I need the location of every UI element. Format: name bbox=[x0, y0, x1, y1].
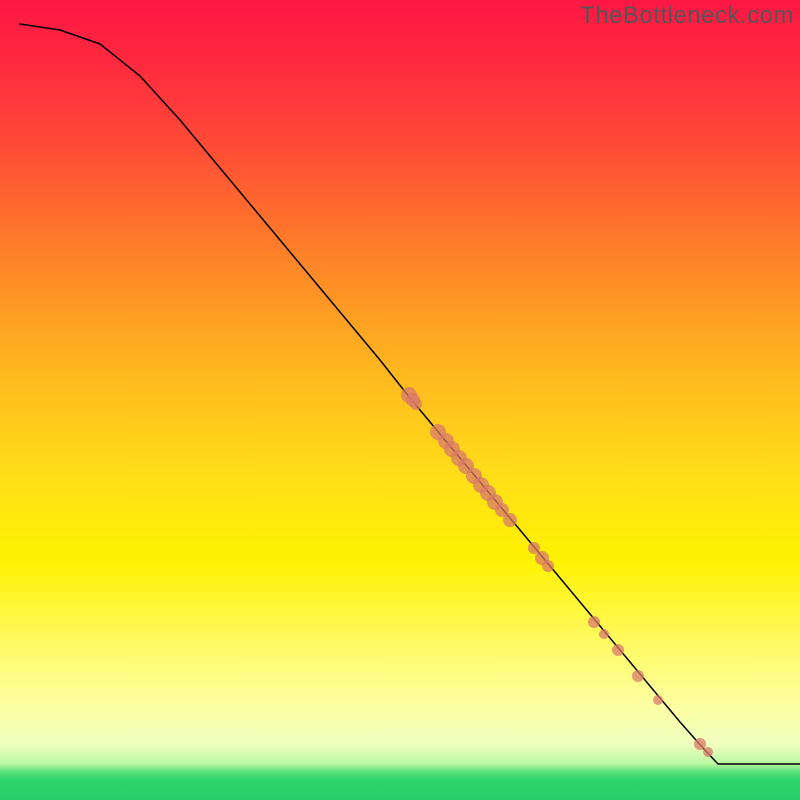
scatter-point bbox=[588, 616, 600, 628]
scatter-point bbox=[703, 747, 713, 757]
scatter-point bbox=[410, 398, 422, 410]
chart-svg bbox=[0, 0, 800, 800]
scatter-point bbox=[612, 644, 624, 656]
scatter-point bbox=[542, 560, 554, 572]
gradient-background bbox=[0, 0, 800, 800]
scatter-point bbox=[653, 695, 663, 705]
scatter-point bbox=[694, 738, 706, 750]
scatter-point bbox=[503, 513, 517, 527]
chart-root: TheBottleneck.com bbox=[0, 0, 800, 800]
scatter-point bbox=[599, 629, 609, 639]
scatter-point bbox=[632, 670, 644, 682]
